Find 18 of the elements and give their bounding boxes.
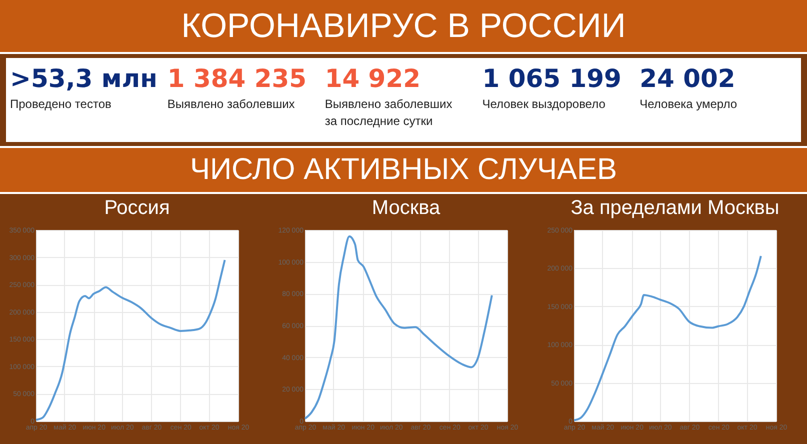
line-series bbox=[573, 254, 762, 422]
text: Выявлено заболевших bbox=[167, 96, 296, 113]
chart-title: За пределами Москвы bbox=[570, 197, 780, 219]
text: 24 002 bbox=[640, 63, 736, 95]
chart-title: Москва bbox=[372, 197, 442, 219]
text: 1 384 235 bbox=[167, 63, 308, 95]
text: КОРОНАВИРУС В РОССИИ bbox=[0, 0, 807, 54]
text: Проведено тестов bbox=[10, 96, 112, 113]
text: Человека умерло bbox=[640, 96, 738, 113]
chart-title: Россия bbox=[104, 197, 170, 219]
text: ЧИСЛО АКТИВНЫХ СЛУЧАЕВ bbox=[0, 146, 807, 194]
line-series bbox=[35, 259, 226, 421]
line-series bbox=[304, 235, 493, 420]
text: 1 065 199 bbox=[482, 63, 622, 95]
text: >53,3 млн bbox=[10, 63, 158, 95]
text: Выявлено заболевших за последние сутки bbox=[324, 96, 454, 130]
text: 14 922 bbox=[324, 63, 422, 95]
text: Человек выздоровело bbox=[482, 96, 606, 113]
